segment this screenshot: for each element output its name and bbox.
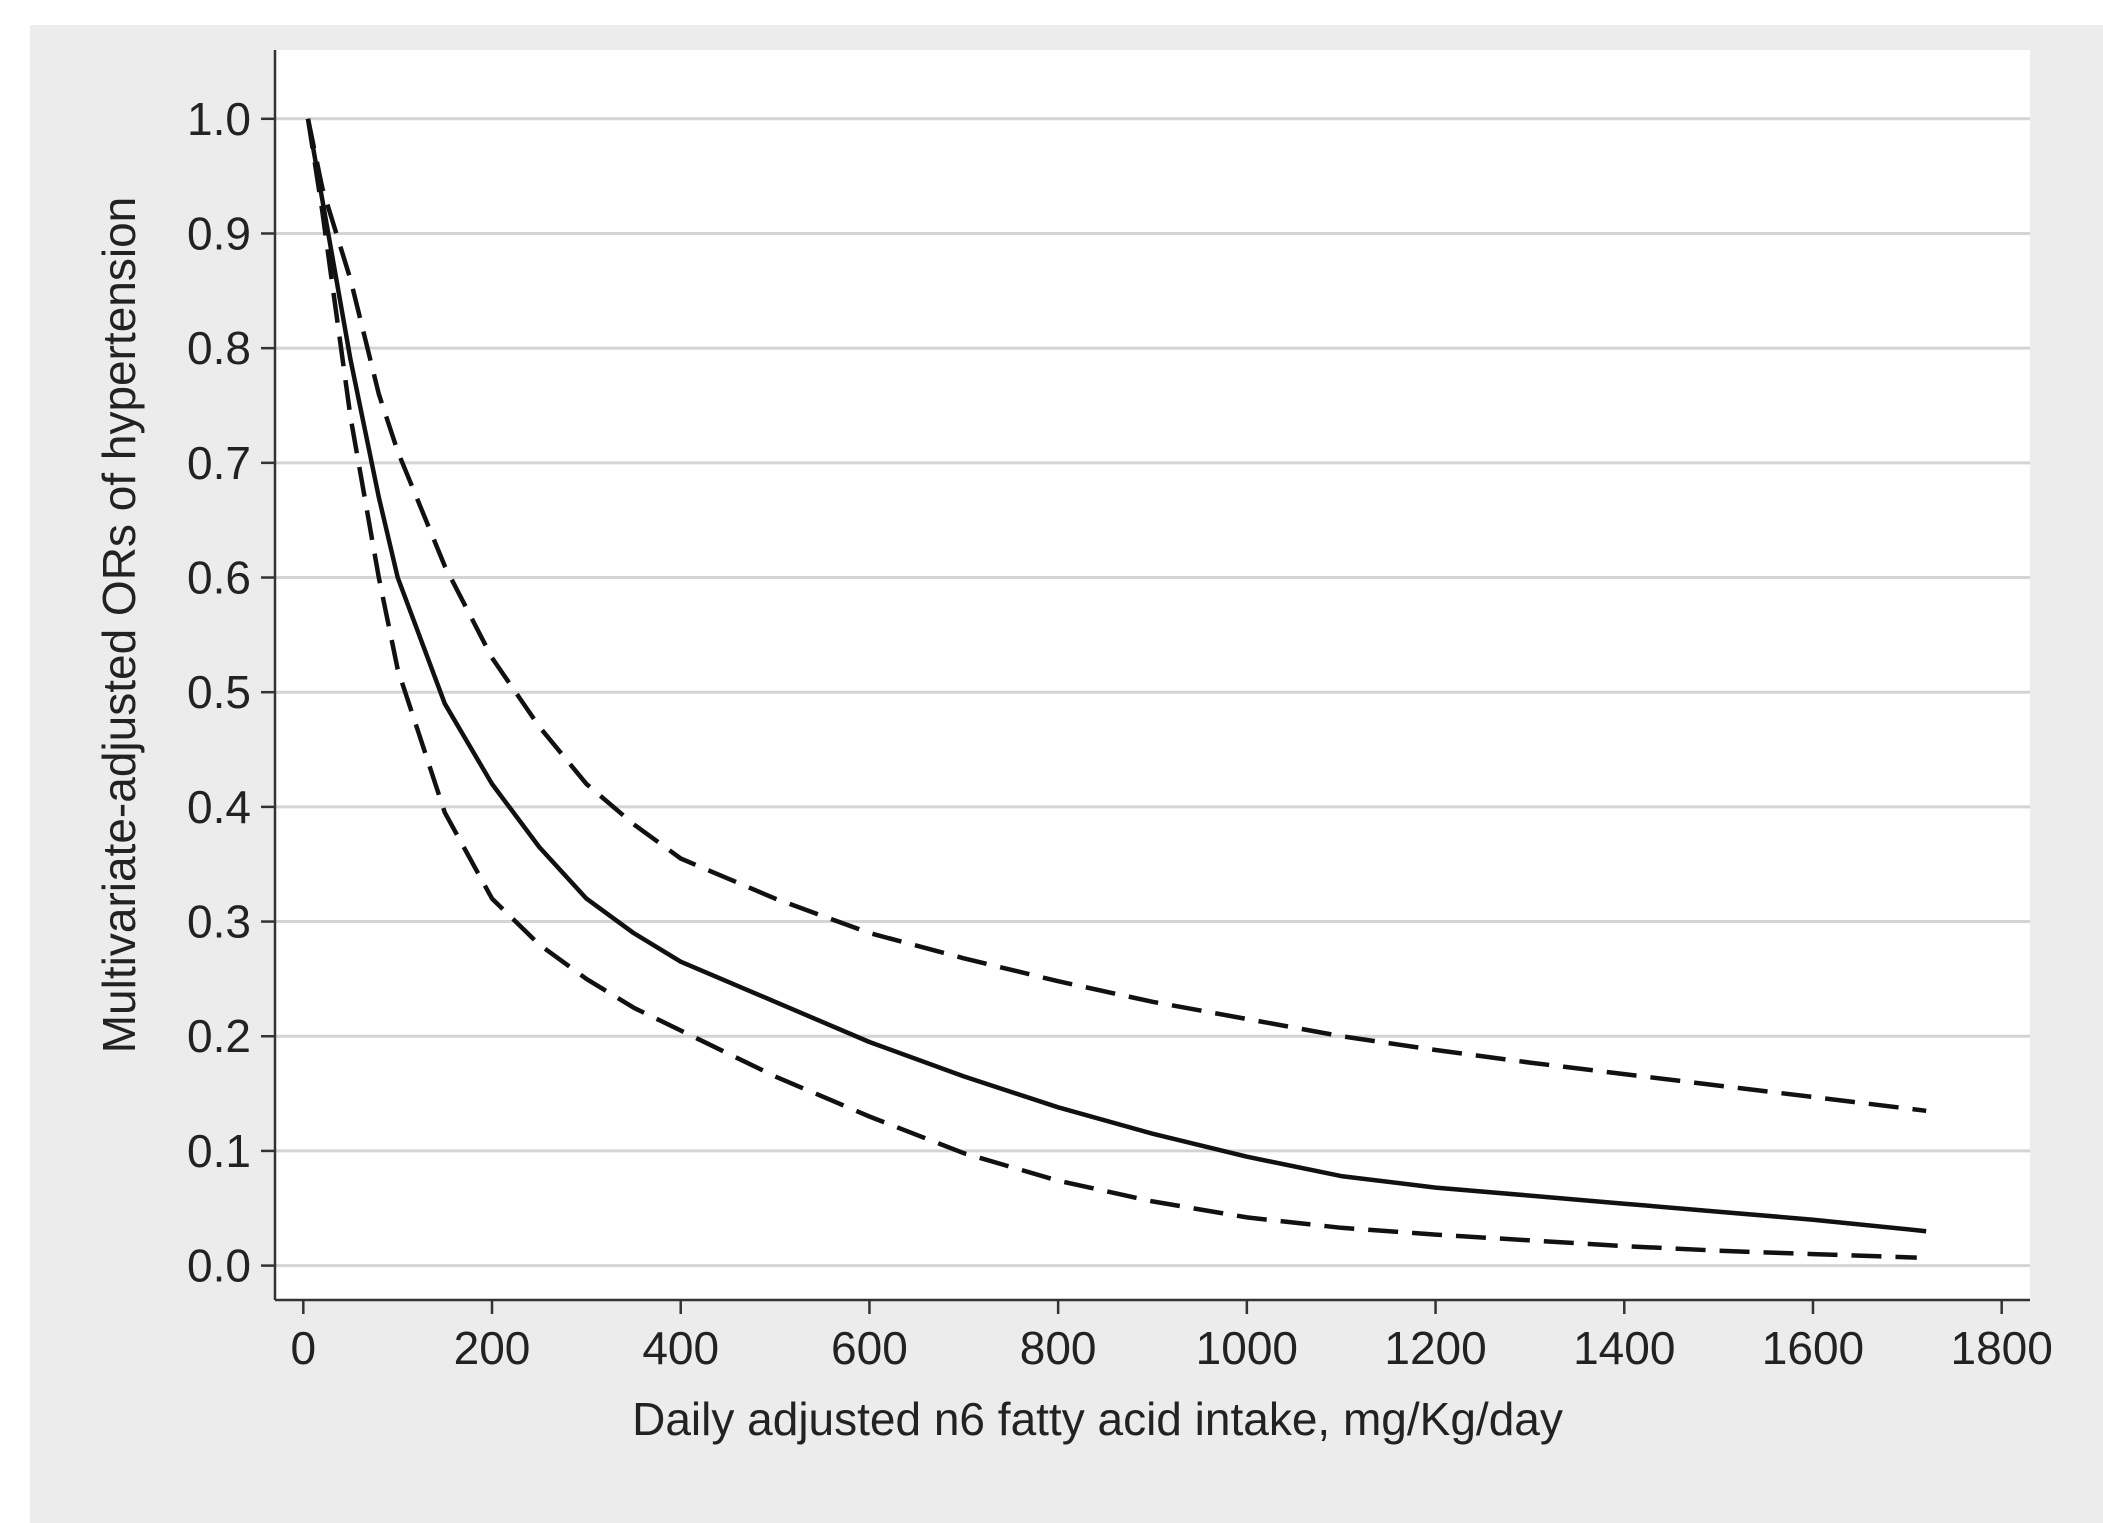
gridlines — [275, 117, 2030, 1268]
y-tick-label-5: 0.5 — [187, 666, 251, 718]
y-tick-label-4: 0.4 — [187, 781, 251, 833]
x-tick-label-4: 800 — [1020, 1322, 1097, 1374]
x-tick-label-9: 1800 — [1951, 1322, 2053, 1374]
dashed-series-line-2 — [305, 118, 1917, 1260]
x-axis-title: Daily adjusted n6 fatty acid intake, mg/… — [632, 1393, 1563, 1445]
x-tick-label-1: 200 — [454, 1322, 531, 1374]
x-tick-label-2: 400 — [642, 1322, 719, 1374]
dashed-series-line-1 — [305, 118, 1927, 1114]
y-axis-title: Multivariate-adjusted ORs of hypertensio… — [93, 197, 145, 1054]
x-tick-label-6: 1200 — [1384, 1322, 1486, 1374]
plot-area — [275, 50, 2030, 1300]
x-tick-label-7: 1400 — [1573, 1322, 1675, 1374]
y-tick-label-6: 0.6 — [187, 552, 251, 604]
solid-series-line-0 — [305, 118, 1927, 1234]
axes — [261, 50, 2030, 1314]
y-tick-label-7: 0.7 — [187, 437, 251, 489]
y-tick-label-9: 0.9 — [187, 207, 251, 259]
tick-labels: 0.0 0.1 0.2 0.3 0.4 0.5 0.6 0.7 0.8 0.9 1.0 0 200 400… — [187, 93, 2053, 1374]
y-tick-label-2: 0.2 — [187, 1010, 251, 1062]
y-tick-label-8: 0.8 — [187, 322, 251, 374]
y-tick-label-3: 0.3 — [187, 896, 251, 948]
x-tick-label-5: 1000 — [1196, 1322, 1298, 1374]
y-tick-label-0: 0.0 — [187, 1240, 251, 1292]
series-group — [305, 118, 1927, 1260]
y-tick-label-1: 0.1 — [187, 1125, 251, 1177]
x-tick-label-0: 0 — [291, 1322, 317, 1374]
x-tick-label-3: 600 — [831, 1322, 908, 1374]
x-tick-label-8: 1600 — [1762, 1322, 1864, 1374]
y-tick-label-10: 1.0 — [187, 93, 251, 145]
